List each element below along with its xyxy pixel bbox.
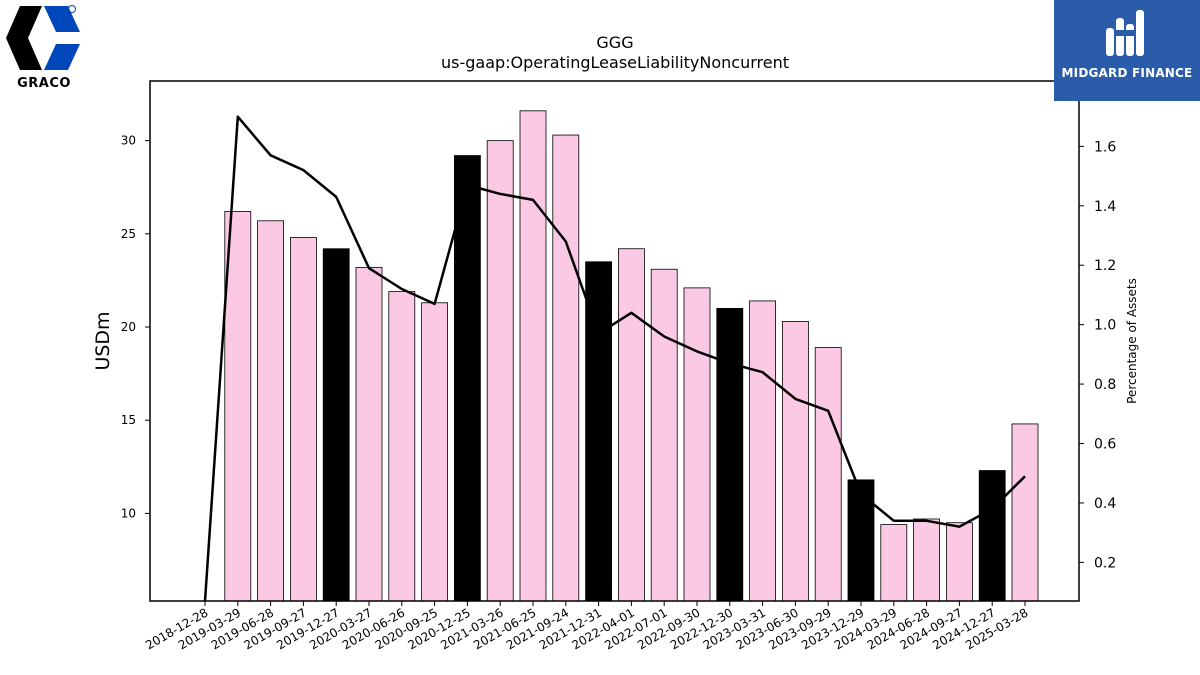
bar: [913, 518, 940, 602]
bar: [224, 211, 252, 602]
y-axis-label: USDm: [92, 311, 114, 370]
bar: [322, 248, 350, 602]
bar: [847, 479, 875, 602]
series-line: [203, 115, 1026, 602]
y-tick-label: 25: [121, 227, 136, 241]
bars-layer: [224, 110, 1039, 602]
y2-tick-label: 0.6: [1094, 437, 1116, 453]
bar: [1011, 423, 1039, 602]
bar: [388, 291, 416, 602]
y-axis-right: 0.2 0.4 0.6 0.8 1.0 1.2 1.4 1.6: [1079, 139, 1116, 571]
y-tick-label: 10: [121, 506, 136, 520]
plot-frame: [149, 80, 1080, 602]
graco-logo-icon: [6, 5, 80, 70]
y2-tick-label: 0.2: [1094, 555, 1116, 571]
bar: [519, 110, 547, 602]
x-axis: 2018-12-282019-03-292019-06-282019-09-27…: [143, 601, 1031, 652]
bar: [289, 237, 317, 602]
bar: [814, 347, 842, 602]
y-axis-left: 10 15 20 25 30: [121, 134, 150, 520]
bar: [946, 522, 973, 602]
bar: [486, 140, 514, 602]
bar: [782, 321, 809, 602]
graco-logo-text: GRACO: [17, 76, 71, 91]
bar: [716, 307, 744, 602]
y2-tick-label: 1.2: [1094, 258, 1116, 274]
chart-title: GGG: [596, 33, 633, 52]
y2-tick-label: 1.6: [1094, 139, 1116, 155]
bar: [453, 155, 481, 602]
bar: [650, 268, 678, 602]
bar: [618, 248, 645, 602]
y-tick-label: 30: [121, 134, 136, 148]
y2-tick-label: 1.4: [1094, 199, 1116, 215]
bar: [421, 302, 449, 602]
bar: [683, 287, 711, 602]
bar: [552, 134, 580, 602]
bar: [749, 300, 776, 602]
midgard-logo-text: MIDGARD FINANCE: [1061, 66, 1193, 80]
y-tick-label: 20: [121, 320, 136, 334]
y2-tick-label: 0.4: [1094, 496, 1116, 512]
y2-tick-label: 1.0: [1094, 318, 1116, 334]
bar: [585, 261, 612, 602]
bar: [257, 220, 285, 602]
graco-logo: GRACO: [4, 4, 84, 91]
bar: [978, 470, 1006, 602]
midgard-logo: MIDGARD FINANCE: [1054, 0, 1200, 101]
line-layer: [203, 115, 1026, 602]
bar: [880, 524, 908, 602]
midgard-logo-icon: [1106, 10, 1144, 56]
chart-subtitle: us-gaap:OperatingLeaseLiabilityNoncurren…: [441, 53, 789, 72]
bar: [355, 266, 383, 602]
y2-axis-label: Percentage of Assets: [1125, 278, 1139, 404]
y-tick-label: 15: [121, 413, 136, 427]
y2-tick-label: 0.8: [1094, 377, 1116, 393]
